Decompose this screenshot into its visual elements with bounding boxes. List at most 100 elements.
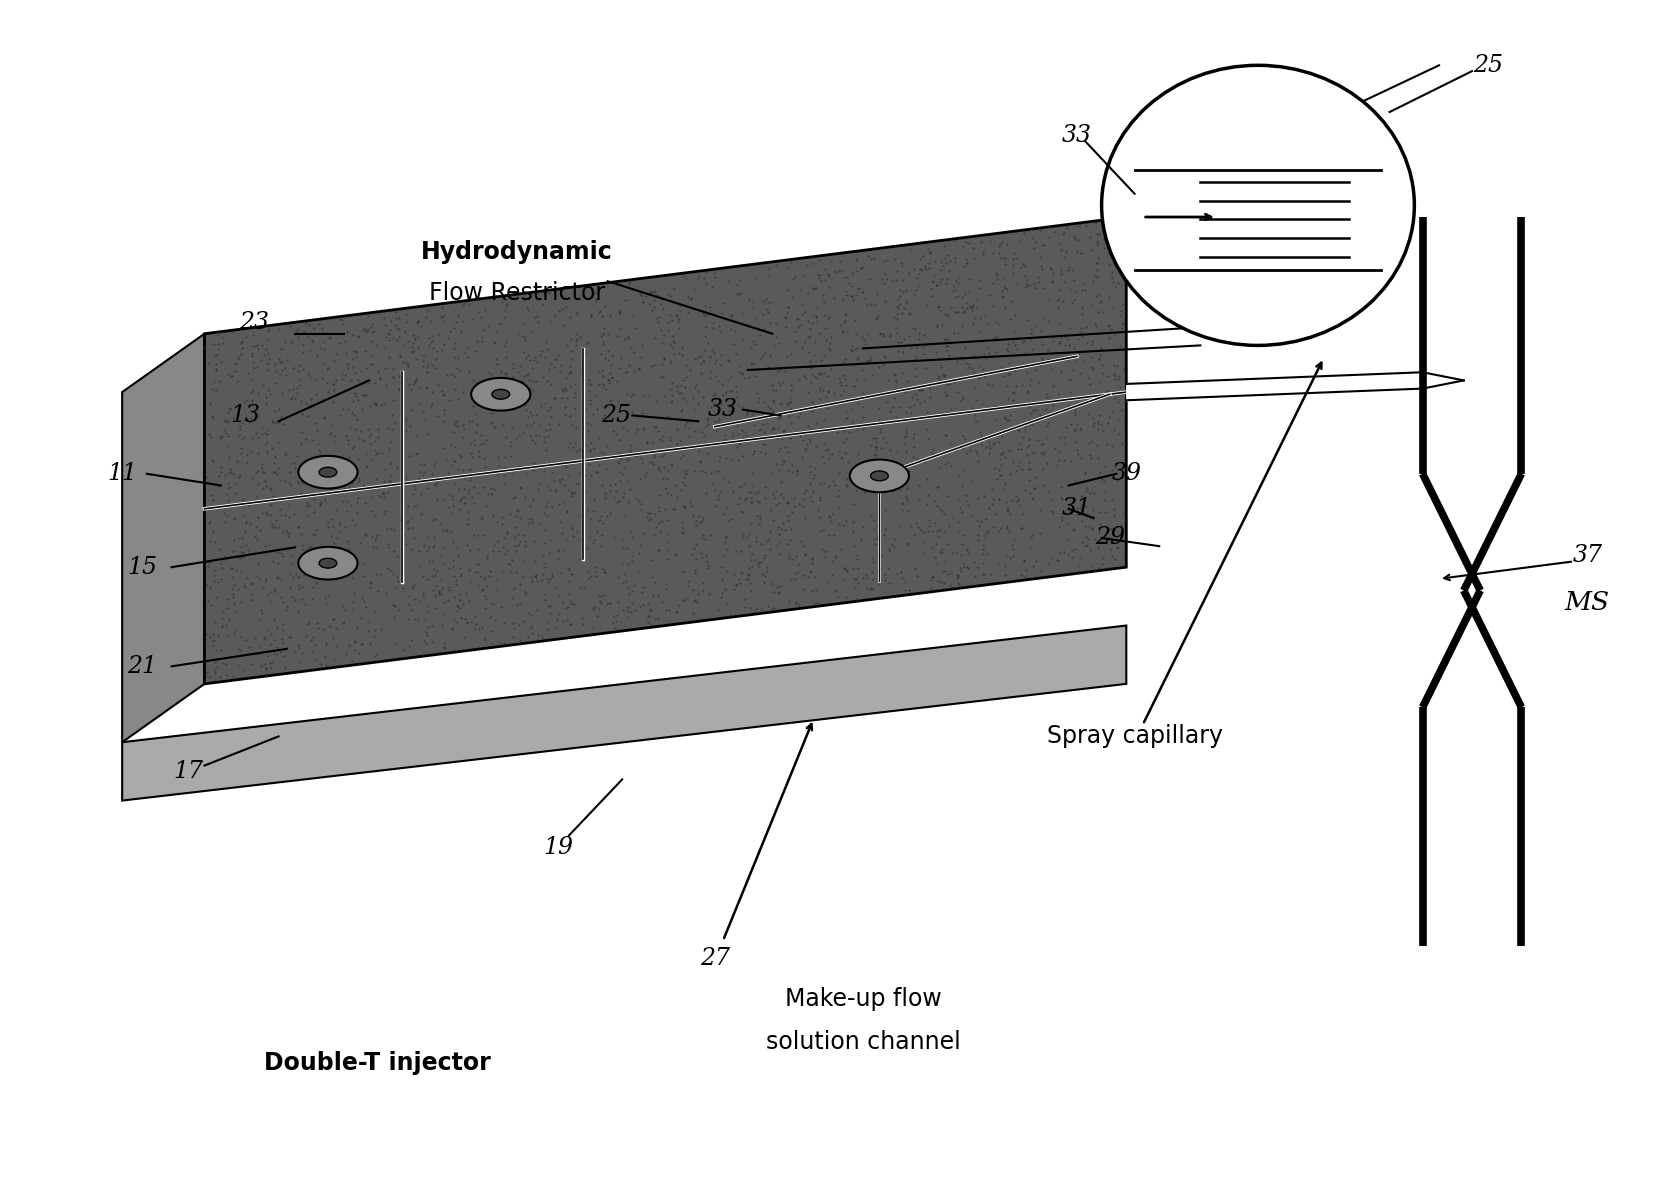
Point <box>913 359 940 378</box>
Point <box>481 381 508 400</box>
Point <box>335 435 362 454</box>
Point <box>407 455 433 474</box>
Point <box>1096 367 1122 386</box>
Point <box>1086 539 1112 557</box>
Point <box>549 379 576 398</box>
Point <box>579 404 606 423</box>
Point <box>740 405 767 424</box>
Point <box>540 498 566 517</box>
Point <box>810 474 837 492</box>
Point <box>374 583 400 602</box>
Point <box>569 534 596 553</box>
Point <box>392 409 418 428</box>
Point <box>332 601 359 620</box>
Point <box>790 267 817 286</box>
Point <box>1084 436 1111 455</box>
Point <box>198 511 224 530</box>
Point <box>292 627 319 646</box>
Point <box>418 394 445 413</box>
Point <box>427 582 453 601</box>
Point <box>558 592 584 611</box>
Point <box>304 420 330 439</box>
Point <box>933 425 959 444</box>
Point <box>603 611 629 629</box>
Point <box>729 524 755 543</box>
Point <box>652 478 679 497</box>
Point <box>584 606 611 625</box>
Point <box>1109 319 1135 338</box>
Point <box>300 490 327 509</box>
Point <box>340 350 367 368</box>
Point <box>953 444 979 463</box>
Point <box>1064 243 1091 262</box>
Point <box>372 459 398 478</box>
Point <box>347 361 374 380</box>
Point <box>950 387 976 406</box>
Point <box>538 397 564 416</box>
Point <box>993 279 1019 298</box>
Point <box>302 471 329 490</box>
Point <box>774 535 800 554</box>
Point <box>941 324 968 342</box>
Point <box>964 366 991 385</box>
Point <box>364 528 390 547</box>
Point <box>515 346 541 365</box>
Point <box>1092 457 1119 476</box>
Point <box>438 487 465 505</box>
Point <box>339 404 365 423</box>
Point <box>216 478 242 497</box>
Point <box>911 256 938 275</box>
Point <box>403 313 430 332</box>
Point <box>227 548 254 567</box>
Point <box>832 422 858 441</box>
Point <box>641 291 667 309</box>
Point <box>1036 291 1062 309</box>
Point <box>1061 227 1087 246</box>
Point <box>1021 279 1047 298</box>
Point <box>1049 508 1076 527</box>
Point <box>702 385 729 404</box>
Point <box>203 346 229 365</box>
Point <box>857 347 883 366</box>
Point <box>928 261 954 280</box>
Point <box>1016 411 1042 430</box>
Point <box>398 400 425 419</box>
Point <box>370 483 397 502</box>
Point <box>880 249 906 268</box>
Point <box>302 370 329 389</box>
Point <box>1047 363 1074 381</box>
Point <box>244 529 271 548</box>
Point <box>812 306 838 325</box>
Point <box>1096 381 1122 400</box>
Point <box>740 331 767 350</box>
Point <box>911 523 938 542</box>
Point <box>588 344 614 363</box>
Point <box>305 441 332 459</box>
Point <box>930 367 956 386</box>
Point <box>1104 470 1130 489</box>
Point <box>204 340 231 359</box>
Point <box>659 392 686 411</box>
Point <box>989 287 1016 306</box>
Point <box>339 599 365 618</box>
Point <box>430 411 456 430</box>
Point <box>706 410 732 429</box>
Point <box>1023 361 1049 380</box>
Point <box>898 404 925 423</box>
Point <box>548 563 574 582</box>
Point <box>475 363 501 381</box>
Point <box>418 632 445 651</box>
Point <box>269 340 295 359</box>
Point <box>405 592 432 611</box>
Point <box>452 293 478 312</box>
Point <box>511 396 538 415</box>
Point <box>548 355 574 374</box>
Point <box>571 540 598 559</box>
Ellipse shape <box>850 459 910 492</box>
Point <box>1034 417 1061 436</box>
Point <box>442 347 468 366</box>
Point <box>964 489 991 508</box>
Point <box>201 631 227 650</box>
Point <box>857 351 883 370</box>
Point <box>649 267 676 286</box>
